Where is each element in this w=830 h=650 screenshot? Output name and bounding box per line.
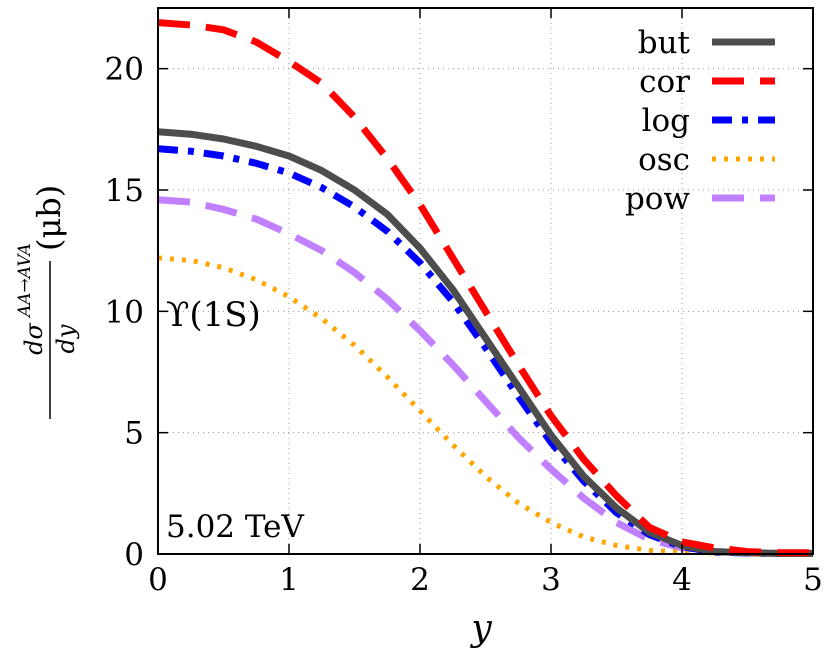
- plot-frame: [157, 7, 814, 555]
- y-tick-label: 0: [124, 537, 144, 573]
- y-tick-label: 20: [105, 52, 144, 88]
- series-line-cor: [157, 19, 813, 557]
- x-tick-label: 2: [410, 562, 430, 598]
- x-axis-title: y: [469, 608, 492, 649]
- y-axis-denominator: dy: [52, 324, 80, 353]
- x-tick-label: 4: [672, 562, 692, 598]
- series-line-but: [157, 128, 813, 557]
- energy-annotation: 5.02 TeV: [166, 509, 304, 545]
- y-axis-numerator: dσ: [20, 323, 48, 355]
- legend-label-osc: osc: [638, 142, 690, 178]
- y-tick-label: 10: [105, 294, 144, 330]
- x-tick-label: 5: [803, 562, 823, 598]
- legend-label-but: but: [638, 25, 691, 61]
- x-tick-label: 0: [148, 562, 168, 598]
- series-line-log: [157, 145, 813, 557]
- x-tick-label: 3: [541, 562, 561, 598]
- series-line-pow: [157, 196, 813, 557]
- state-annotation: ϒ(1S): [166, 295, 261, 335]
- y-tick-label: 15: [105, 173, 144, 209]
- y-tick-label: 5: [124, 416, 144, 452]
- x-tick-label: 1: [279, 562, 299, 598]
- legend-label-pow: pow: [625, 181, 691, 217]
- y-axis-superscript: AA→AVA: [15, 243, 35, 319]
- legend-label-log: log: [642, 103, 690, 139]
- ticks-layer: 0 1 2 3 4 5 0 5 10 15 20: [105, 8, 823, 598]
- grid-layer: [158, 8, 813, 554]
- y-axis-unit: (μb): [30, 185, 68, 251]
- series-layer: [157, 19, 813, 557]
- y-axis-title: dσ AA→AVA dy (μb): [15, 185, 80, 419]
- legend-label-cor: cor: [639, 64, 690, 100]
